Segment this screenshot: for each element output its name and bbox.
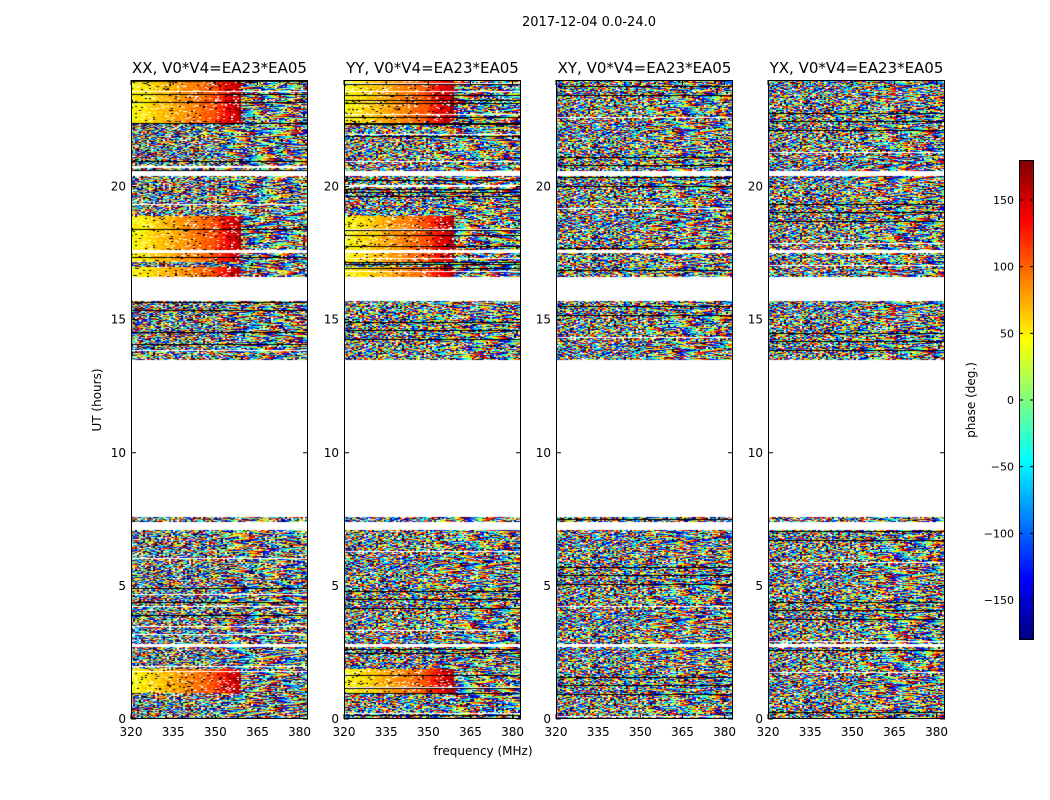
panel-xy: XY, V0*V4=EA23*EA05 320 335 350 365 380 0 5 10 15… [536, 59, 736, 739]
x-tick-label: 350 [417, 725, 440, 739]
y-tick-label: 0 [543, 712, 551, 726]
x-tick-label: 380 [925, 725, 948, 739]
figure-title: 2017-12-04 0.0-24.0 [522, 15, 656, 30]
x-tick-label: 335 [799, 725, 822, 739]
panel-frame [768, 80, 945, 719]
colorbar-label: phase (deg.) [964, 362, 978, 438]
phase-heatmap-yx [768, 80, 945, 719]
x-tick-label: 335 [162, 725, 185, 739]
panel-xx: XX, V0*V4=EA23*EA05 320 335 350 365 380 0 5 10 15… [111, 59, 311, 739]
colorbar-tick-label: −50 [991, 461, 1014, 474]
x-tick-label: 350 [204, 725, 227, 739]
phase-heatmap-xx [131, 80, 308, 719]
x-tick-label: 365 [671, 725, 694, 739]
phase-heatmap-xy [556, 80, 733, 719]
panel-frame [344, 80, 521, 719]
x-tick-label: 380 [713, 725, 736, 739]
panel-yy: YY, V0*V4=EA23*EA05 320 335 350 365 380 0 5 10 15… [324, 59, 524, 739]
x-tick-label: 350 [841, 725, 864, 739]
y-tick-label: 20 [748, 180, 763, 194]
panel-title: YX, V0*V4=EA23*EA05 [769, 59, 944, 77]
colorbar-tick-label: −150 [984, 594, 1014, 607]
y-tick-label: 5 [331, 579, 339, 593]
y-tick-label: 15 [324, 313, 339, 327]
y-tick-label: 5 [755, 579, 763, 593]
x-tick-label: 320 [333, 725, 356, 739]
y-tick-label: 10 [536, 446, 551, 460]
x-tick-label: 335 [587, 725, 610, 739]
x-tick-label: 365 [459, 725, 482, 739]
panel-yx: YX, V0*V4=EA23*EA05 320 335 350 365 380 0 5 10 15… [748, 59, 948, 739]
colorbar-gradient [1019, 160, 1034, 640]
panel-frame [131, 80, 308, 719]
x-tick-label: 320 [120, 725, 143, 739]
phase-heatmap-yy [344, 80, 521, 719]
x-tick-label: 350 [629, 725, 652, 739]
x-tick-label: 365 [883, 725, 906, 739]
y-tick-label: 5 [543, 579, 551, 593]
colorbar-tick-label: 50 [1000, 327, 1014, 340]
panel-title: XY, V0*V4=EA23*EA05 [558, 59, 732, 77]
x-tick-label: 380 [501, 725, 524, 739]
colorbar-tick-label: 150 [993, 194, 1014, 207]
x-tick-label: 365 [246, 725, 269, 739]
y-tick-label: 15 [111, 313, 126, 327]
y-tick-label: 15 [536, 313, 551, 327]
x-tick-label: 320 [545, 725, 568, 739]
y-tick-label: 10 [111, 446, 126, 460]
y-tick-label: 15 [748, 313, 763, 327]
panel-frame [556, 80, 733, 719]
y-tick-label: 5 [118, 579, 126, 593]
x-axis-label: frequency (MHz) [433, 744, 532, 758]
y-tick-label: 20 [536, 180, 551, 194]
x-tick-label: 320 [757, 725, 780, 739]
y-tick-label: 10 [748, 446, 763, 460]
panels: XX, V0*V4=EA23*EA05 320 335 350 365 380 0 5 10 15… [111, 59, 948, 739]
y-tick-label: 20 [324, 180, 339, 194]
colorbar-tick-label: 100 [993, 261, 1014, 274]
y-tick-label: 20 [111, 180, 126, 194]
y-tick-label: 0 [755, 712, 763, 726]
y-tick-label: 10 [324, 446, 339, 460]
colorbar-tick-label: 0 [1007, 394, 1014, 407]
panel-title: YY, V0*V4=EA23*EA05 [345, 59, 519, 77]
panel-title: XX, V0*V4=EA23*EA05 [132, 59, 307, 77]
y-axis-label: UT (hours) [90, 368, 104, 431]
colorbar-tick-label: −100 [984, 527, 1014, 540]
colorbar: 150 100 50 0 −50 −100 −150 [984, 160, 1034, 640]
x-tick-label: 335 [375, 725, 398, 739]
y-tick-label: 0 [331, 712, 339, 726]
y-tick-label: 0 [118, 712, 126, 726]
x-tick-label: 380 [288, 725, 311, 739]
